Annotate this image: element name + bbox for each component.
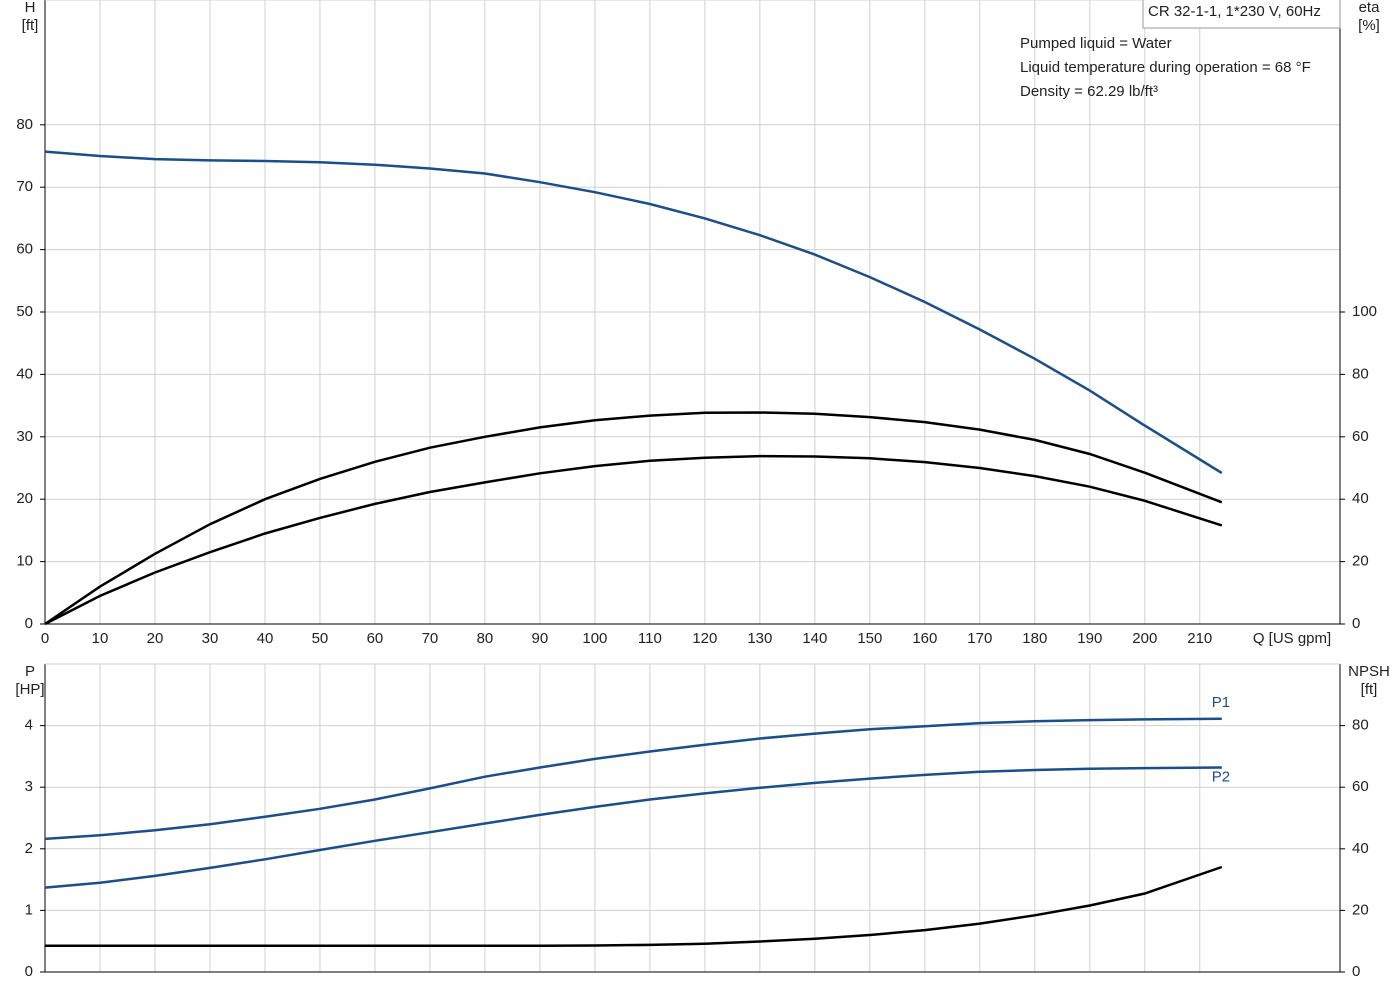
x-tick-label: 20 (147, 630, 164, 647)
y2-axis-label: NPSH (1348, 663, 1390, 680)
x-tick-label: 180 (1022, 630, 1047, 647)
series-line (44, 454, 1223, 626)
y-tick-label: 4 (25, 717, 33, 734)
y2-axis-label: eta (1359, 0, 1381, 16)
y-tick-label: 10 (16, 553, 33, 570)
y2-axis-label: [ft] (1361, 681, 1378, 698)
y-tick-label: 0 (25, 963, 33, 980)
y-tick-label: 30 (16, 428, 33, 445)
x-tick-label: 190 (1077, 630, 1102, 647)
y2-axis-label: [%] (1358, 17, 1380, 34)
series-line (44, 766, 1222, 889)
y2-tick-label: 40 (1352, 490, 1369, 507)
series-label: P1 (1212, 694, 1230, 711)
x-tick-label: 170 (967, 630, 992, 647)
y2-tick-label: 20 (1352, 901, 1369, 918)
y2-tick-label: 60 (1352, 428, 1369, 445)
series-line (44, 411, 1223, 626)
y-axis-label: P (25, 663, 35, 680)
y-axis-label: [ft] (22, 17, 39, 34)
x-tick-label: 140 (802, 630, 827, 647)
series-line (44, 150, 1223, 475)
annotation: Pumped liquid = Water (1020, 35, 1172, 52)
y-tick-label: 50 (16, 303, 33, 320)
x-tick-label: 60 (367, 630, 384, 647)
title-box (1142, 0, 1341, 29)
y-axis-label: [HP] (15, 681, 44, 698)
y-tick-label: 2 (25, 840, 33, 857)
annotation: Liquid temperature during operation = 68… (1020, 59, 1311, 76)
x-tick-label: 30 (202, 630, 219, 647)
x-tick-label: 150 (857, 630, 882, 647)
y-axis-label: H (25, 0, 36, 16)
y2-tick-label: 0 (1352, 615, 1360, 632)
x-tick-label: 80 (477, 630, 494, 647)
x-tick-label: 160 (912, 630, 937, 647)
y2-tick-label: 80 (1352, 717, 1369, 734)
x-tick-label: 200 (1132, 630, 1157, 647)
annotation: Density = 62.29 lb/ft³ (1020, 83, 1158, 100)
series-label: P2 (1212, 768, 1230, 785)
series-line (45, 865, 1223, 948)
x-tick-label: 100 (582, 630, 607, 647)
x-tick-label: 0 (41, 630, 49, 647)
series-line (44, 717, 1222, 841)
x-axis-label: Q [US gpm] (1253, 630, 1331, 647)
y-tick-label: 40 (16, 365, 33, 382)
y-tick-label: 3 (25, 778, 33, 795)
y2-tick-label: 60 (1352, 778, 1369, 795)
x-tick-label: 50 (312, 630, 329, 647)
y-tick-label: 70 (16, 178, 33, 195)
y-tick-label: 60 (16, 241, 33, 258)
y2-tick-label: 100 (1352, 303, 1377, 320)
y2-tick-label: 0 (1352, 963, 1360, 980)
y-tick-label: 1 (25, 901, 33, 918)
x-tick-label: 120 (692, 630, 717, 647)
y2-tick-label: 80 (1352, 365, 1369, 382)
y2-tick-label: 40 (1352, 840, 1369, 857)
y2-tick-label: 20 (1352, 553, 1369, 570)
x-tick-label: 40 (257, 630, 274, 647)
x-tick-label: 110 (638, 630, 662, 647)
chart-title: CR 32-1-1, 1*230 V, 60Hz (1148, 3, 1321, 20)
y-tick-label: 20 (16, 490, 33, 507)
x-tick-label: 130 (747, 630, 772, 647)
y-tick-label: 80 (16, 116, 33, 133)
x-tick-label: 90 (532, 630, 549, 647)
x-tick-label: 210 (1187, 630, 1212, 647)
y-tick-label: 0 (25, 615, 33, 632)
x-tick-label: 70 (422, 630, 439, 647)
x-tick-label: 10 (92, 630, 109, 647)
